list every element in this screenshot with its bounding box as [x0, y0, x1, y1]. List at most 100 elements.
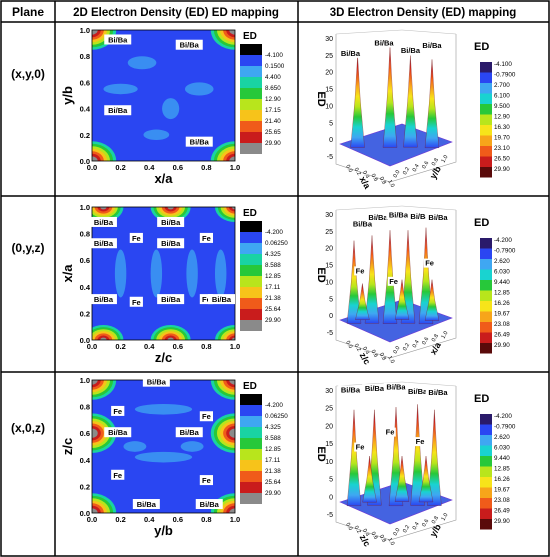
- legend-swatch: [240, 121, 262, 132]
- base-tick-label: 0.8: [431, 333, 440, 343]
- legend-swatch: [480, 498, 492, 509]
- map-frame: [91, 29, 236, 162]
- legend-swatch: [240, 287, 262, 298]
- x-axis-label: x/a: [154, 171, 173, 186]
- atom-label-box: [185, 136, 213, 147]
- z-tick-label: 25: [325, 229, 333, 236]
- atom-label: Bi/Ba: [341, 49, 361, 58]
- atom-label-box: [129, 296, 143, 307]
- atom-label: Fe: [113, 471, 122, 480]
- legend-swatch: [480, 248, 492, 259]
- atom-label: Fe: [132, 298, 141, 307]
- base-tick-label: 0.6: [421, 160, 430, 170]
- legend-swatch: [480, 104, 492, 115]
- legend-value: 2.620: [494, 258, 510, 265]
- base-tick-label: 1.0: [441, 330, 450, 340]
- atom-label-box: [104, 427, 132, 438]
- atom-label-box: [104, 34, 132, 45]
- y-tick-label: 1.0: [80, 203, 90, 212]
- atom-label-box: [425, 213, 451, 223]
- density-peak: [350, 55, 365, 148]
- legend-value: -4.200: [494, 237, 512, 244]
- base-tick-label: 0.4: [361, 170, 370, 180]
- legend-swatch: [480, 146, 492, 157]
- z-tick-label: 0: [329, 494, 333, 501]
- legend-value: 12.85: [494, 466, 510, 473]
- density-peak: [346, 409, 362, 506]
- atom-label: Bi/Ba: [147, 378, 167, 387]
- legend-value: 2.700: [494, 82, 510, 89]
- x-tick-label: 0.6: [173, 515, 183, 524]
- x-tick-label: 0.4: [144, 342, 155, 351]
- density-peak: [364, 235, 380, 324]
- contour-ring: [100, 337, 107, 340]
- atom-label-box: [199, 475, 213, 486]
- density-blob: [134, 451, 193, 463]
- legend-swatch: [480, 487, 492, 498]
- atom-label: Bi/Ba: [428, 388, 448, 397]
- legend-value: -4.100: [494, 61, 512, 68]
- atom-label-box: [208, 294, 235, 305]
- legend-swatch: [480, 301, 492, 312]
- y-tick-label: 0.6: [80, 256, 90, 265]
- legend-value: 29.90: [494, 342, 510, 349]
- density-blob: [127, 56, 157, 70]
- legend-value: -4.200: [494, 413, 512, 420]
- header-3d: 3D Electron Density (ED) mapping: [330, 7, 517, 19]
- base-tick-label: 0.2: [402, 342, 411, 352]
- legend-swatch: [480, 332, 492, 343]
- z-tick-label: -5: [327, 512, 333, 519]
- legend-value: 12.85: [265, 273, 281, 280]
- z-tick-label: 30: [325, 388, 333, 395]
- legend-swatch: [480, 414, 492, 425]
- base-tick-label: 0.4: [412, 339, 421, 349]
- legend-swatch: [480, 311, 492, 322]
- legend-swatch: [480, 435, 492, 446]
- density-peak: [410, 404, 425, 506]
- atom-label: Fe: [202, 412, 211, 421]
- contour-ring: [92, 380, 98, 385]
- legend-swatch: [480, 343, 492, 354]
- legend-value: 9.440: [494, 279, 510, 286]
- legend-value: 16.26: [494, 300, 510, 307]
- atom-label-box: [89, 216, 117, 227]
- base-tick-label: 0.0: [393, 169, 402, 179]
- legend-swatch: [480, 290, 492, 301]
- y-tick-label: 0.0: [80, 336, 90, 345]
- density-blob: [134, 403, 193, 415]
- legend-swatch: [240, 482, 262, 493]
- legend-swatch: [240, 416, 262, 427]
- legend-swatch: [240, 88, 262, 99]
- contour-maps: Bi/Ba Bi/Ba Bi/Ba Bi/Ba 0.0 0.2 0.4 0.6 0.8 1.0 0.…: [60, 26, 288, 538]
- base-tick-label: 0.8: [378, 352, 387, 362]
- base-tick-label: 1.0: [386, 355, 395, 365]
- x-tick-label: 0.4: [144, 163, 155, 172]
- legend-value: 21.40: [265, 118, 281, 125]
- atom-label: Fe: [202, 234, 211, 243]
- atom-label: Bi/Ba: [161, 239, 181, 248]
- x-tick-label: 0.8: [201, 342, 211, 351]
- legend-value: 4.325: [265, 424, 281, 431]
- atom-label-box: [423, 258, 436, 268]
- legend-value: 8.588: [265, 435, 281, 442]
- legend-value: -0.7900: [494, 72, 516, 79]
- legend-swatch: [240, 221, 262, 232]
- legend-value: 29.90: [265, 140, 281, 147]
- atom-label: Bi/Ba: [137, 500, 157, 509]
- density-blob: [143, 129, 170, 141]
- legend-swatch: [240, 460, 262, 471]
- contour-ring: [229, 428, 235, 438]
- contour-ring: [229, 508, 235, 513]
- z-tick-label: 30: [325, 36, 333, 43]
- legend-value: -4.200: [265, 229, 283, 236]
- legend-swatch: [240, 143, 262, 154]
- legend-swatch: [240, 298, 262, 309]
- base-tick-label: 0.0: [344, 340, 353, 350]
- axes-box-edge: [335, 381, 403, 387]
- legend-value: -0.7900: [494, 248, 516, 255]
- contour-ring: [231, 337, 235, 340]
